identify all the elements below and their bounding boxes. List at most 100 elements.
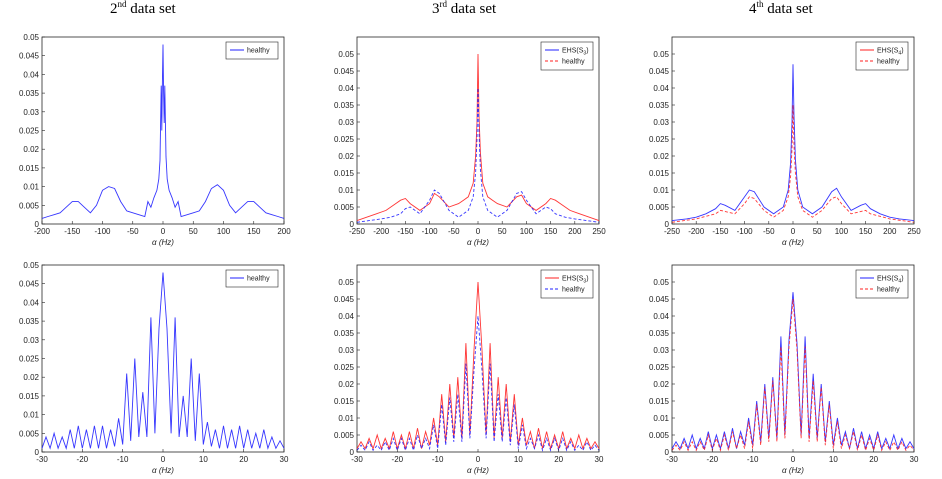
- y-tick-label: 0.05: [653, 50, 669, 59]
- legend-label: EHS(S4): [877, 276, 904, 285]
- y-tick-label: 0.035: [649, 329, 670, 338]
- x-tick-label: -10: [117, 455, 129, 464]
- y-tick-label: 0.03: [653, 346, 669, 355]
- x-tick-label: -200: [373, 227, 390, 236]
- y-tick-label: 0.03: [23, 336, 39, 345]
- y-tick-label: 0.01: [338, 414, 354, 423]
- y-tick-label: 0.02: [23, 373, 39, 382]
- y-tick-label: 0.035: [334, 329, 355, 338]
- y-tick-label: 0.005: [19, 201, 40, 210]
- column-title-3rd: 3rd data set: [432, 0, 497, 18]
- x-tick-label: 50: [498, 227, 507, 236]
- y-tick-label: 0.04: [653, 312, 669, 321]
- chart-bottom-3rd-data-set: -30 -20 -10 0 10 20 30 0 0.005 0.01 0.015 0.02 0.025…: [334, 264, 604, 475]
- legend-box: [540, 41, 594, 71]
- x-tick-label: -50: [763, 227, 775, 236]
- y-tick-label: 0.03: [338, 118, 354, 127]
- x-tick-label: -50: [448, 227, 460, 236]
- x-tick-label: 10: [199, 455, 208, 464]
- y-tick-label: 0.015: [649, 169, 670, 178]
- y-tick-label: 0.04: [338, 312, 354, 321]
- legend-label: EHS(S3): [562, 48, 589, 57]
- legend: healthy: [225, 269, 279, 288]
- x-tick-label: 20: [869, 455, 878, 464]
- y-tick-label: 0.025: [19, 355, 40, 364]
- x-tick-label: 50: [189, 227, 198, 236]
- y-tick-label: 0.045: [334, 295, 355, 304]
- y-tick-label: 0.04: [338, 84, 354, 93]
- y-tick-label: 0.015: [19, 392, 40, 401]
- y-tick-label: 0.035: [334, 101, 355, 110]
- y-tick-label: 0: [35, 220, 40, 229]
- x-tick-label: -20: [77, 455, 89, 464]
- y-tick-label: 0.05: [338, 278, 354, 287]
- x-tick-label: -200: [34, 227, 51, 236]
- x-tick-label: 0: [161, 227, 166, 236]
- legend-label: healthy: [877, 287, 900, 294]
- x-tick-label: -30: [351, 455, 363, 464]
- legend-label-paren: ): [586, 48, 588, 55]
- y-tick-label: 0.01: [23, 183, 39, 192]
- legend-label: healthy: [247, 276, 270, 283]
- y-tick-label: 0.05: [338, 50, 354, 59]
- column-title-4th: 4th data set: [749, 0, 813, 18]
- legend-label: EHS(S4): [877, 48, 904, 57]
- legend-label-paren: ): [901, 276, 903, 283]
- y-tick-label: 0.045: [19, 280, 40, 289]
- y-tick-label: 0.005: [334, 203, 355, 212]
- x-tick-label: 30: [595, 455, 604, 464]
- y-tick-label: 0.04: [653, 84, 669, 93]
- y-tick-label: 0.01: [338, 186, 354, 195]
- x-tick-label: -30: [666, 455, 678, 464]
- x-tick-label: 150: [859, 227, 873, 236]
- column-title-2nd: 2nd data set: [110, 0, 176, 18]
- y-tick-label: 0.015: [19, 164, 40, 173]
- x-tick-label: -100: [737, 227, 754, 236]
- x-tick-label: -150: [64, 227, 81, 236]
- series-line: [671, 104, 915, 223]
- legend: healthy: [225, 41, 279, 60]
- legend-label-subscript: 4: [898, 51, 901, 57]
- series-line: [356, 53, 600, 222]
- y-tick-label: 0.045: [649, 67, 670, 76]
- x-tick-label: 20: [554, 455, 563, 464]
- legend-label: healthy: [247, 48, 270, 55]
- y-tick-label: 0.045: [19, 52, 40, 61]
- y-tick-label: 0.015: [649, 397, 670, 406]
- legend-label-paren: ): [901, 48, 903, 55]
- legend-box: [855, 269, 909, 299]
- chart-top-3rd-data-set: -250 -200 -150 -100 -50 0 50 100 150 200 250 0 0.005…: [334, 36, 606, 247]
- x-tick-label: 200: [883, 227, 897, 236]
- y-tick-label: 0.045: [334, 67, 355, 76]
- y-tick-label: 0.02: [23, 145, 39, 154]
- y-tick-label: 0: [350, 220, 355, 229]
- x-axis-label: α (Hz): [782, 466, 804, 475]
- series-line: [356, 281, 600, 451]
- y-tick-label: 0.035: [19, 317, 40, 326]
- x-tick-label: 100: [520, 227, 534, 236]
- x-tick-label: 30: [910, 455, 919, 464]
- column-title-text: data set: [763, 1, 813, 17]
- legend-box: [225, 41, 279, 60]
- x-axis-label: α (Hz): [782, 238, 804, 247]
- x-tick-label: -30: [36, 455, 48, 464]
- legend-label: healthy: [877, 59, 900, 66]
- y-tick-label: 0.03: [338, 346, 354, 355]
- x-tick-label: 0: [161, 455, 166, 464]
- y-tick-label: 0.025: [649, 363, 670, 372]
- y-tick-label: 0: [665, 448, 670, 457]
- column-title-suffix: nd: [117, 0, 127, 9]
- column-title-number: 2: [110, 1, 118, 17]
- y-tick-label: 0.04: [23, 70, 39, 79]
- y-tick-label: 0.02: [653, 380, 669, 389]
- y-tick-label: 0.035: [649, 101, 670, 110]
- chart-bottom-4th-data-set: -30 -20 -10 0 10 20 30 0 0.005 0.01 0.015 0.02 0.025…: [649, 264, 919, 475]
- y-tick-label: 0.01: [653, 186, 669, 195]
- y-tick-label: 0.04: [23, 298, 39, 307]
- x-tick-label: -10: [432, 455, 444, 464]
- column-title-text: data set: [447, 1, 497, 17]
- y-tick-label: 0.03: [23, 108, 39, 117]
- column-title-suffix: rd: [439, 0, 448, 9]
- y-tick-label: 0.025: [334, 135, 355, 144]
- legend-label-subscript: 3: [583, 279, 586, 285]
